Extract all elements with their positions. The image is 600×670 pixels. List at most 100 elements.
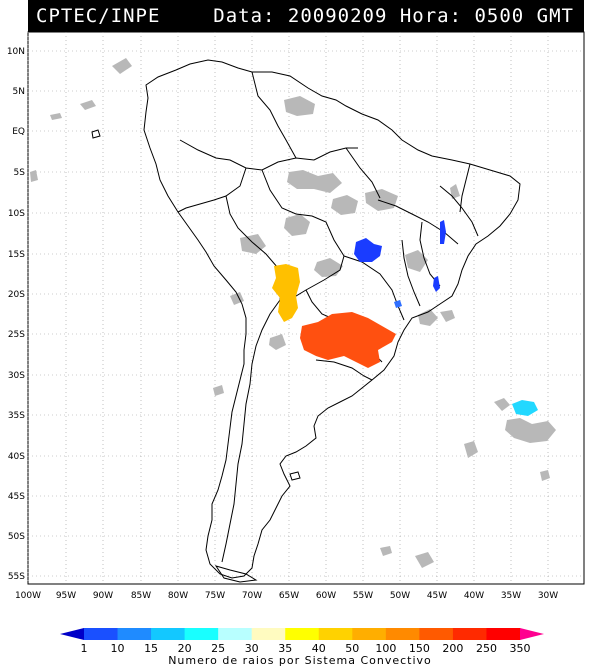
lon-label: 55W <box>353 591 373 601</box>
colorbar-label: 100 <box>375 642 396 655</box>
colorbar-label: 40 <box>312 642 326 655</box>
colorbar-swatch <box>218 628 253 640</box>
lat-label: 55S <box>8 572 25 582</box>
colorbar-label: 150 <box>409 642 430 655</box>
longitude-labels: 100W 95W 90W 85W 80W 75W 70W 65W 60W 55W 50W 45W 40W… <box>15 591 558 601</box>
lat-label: 40S <box>8 452 25 462</box>
country-border <box>345 147 381 199</box>
colorbar-swatch <box>385 628 420 640</box>
lon-label: 45W <box>427 591 447 601</box>
colorbar-label: 200 <box>442 642 463 655</box>
cluster-atlantic <box>512 400 538 416</box>
country-border <box>401 239 421 307</box>
colorbar-swatch <box>184 628 219 640</box>
datetime-label: Data: 20090209 Hora: 0500 GMT <box>213 5 574 27</box>
cluster-sp-coast <box>394 300 402 308</box>
cluster-bolivia <box>272 264 300 322</box>
country-border <box>377 199 459 245</box>
lat-label: 20S <box>8 290 25 300</box>
lat-label: 10N <box>7 47 25 57</box>
colorbar-label: 250 <box>476 642 497 655</box>
colorbar-label: 25 <box>211 642 225 655</box>
colorbar-title: Numero de raios por Sistema Convectivo <box>168 654 432 667</box>
lon-label: 90W <box>93 591 113 601</box>
colorbar-label: 50 <box>345 642 359 655</box>
cloud-area <box>331 195 358 215</box>
cluster-paraguay-south-brazil <box>300 312 396 368</box>
cloud-area <box>284 214 310 236</box>
cluster-east-brazil-b <box>433 276 440 292</box>
colorbar-arrow-right <box>520 628 544 640</box>
cluster-east-brazil-a <box>440 220 446 244</box>
lon-label: 80W <box>168 591 188 601</box>
country-border <box>459 163 471 213</box>
lon-label: 75W <box>205 591 225 601</box>
colorbar-label: 1 <box>81 642 88 655</box>
colorbar-arrow-left <box>60 628 84 640</box>
lon-label: 40W <box>464 591 484 601</box>
colorbar-swatch <box>84 628 119 640</box>
cloud-area <box>365 189 398 211</box>
south-america-coast <box>143 59 521 579</box>
cloud-area <box>213 385 224 396</box>
lat-label: 30S <box>8 371 25 381</box>
colorbar-label: 10 <box>111 642 125 655</box>
country-border <box>177 167 247 213</box>
colorbar-label: 15 <box>144 642 158 655</box>
lat-label: 50S <box>8 532 25 542</box>
lat-label: 45S <box>8 492 25 502</box>
colorbar-label: 20 <box>178 642 192 655</box>
colorbar-swatch <box>117 628 152 640</box>
colorbar-label: 30 <box>245 642 259 655</box>
colorbar-label: 35 <box>278 642 292 655</box>
lon-label: 100W <box>15 591 41 601</box>
lat-label: 35S <box>8 411 25 421</box>
cloud-area <box>284 96 315 116</box>
island <box>91 129 101 139</box>
convective-systems <box>272 220 538 416</box>
cloud-area <box>415 552 434 568</box>
lat-label: 10S <box>8 209 25 219</box>
country-border <box>343 255 405 321</box>
cloud-area <box>418 309 438 326</box>
cluster-central-brazil <box>354 238 382 262</box>
lon-label: 95W <box>56 591 76 601</box>
lat-label: EQ <box>12 127 25 137</box>
colorbar-labels: 1 10 15 20 25 30 35 40 50 100 150 200 250 350 <box>81 642 531 655</box>
map-frame <box>27 31 585 585</box>
colorbar-swatch <box>251 628 286 640</box>
colorbar-swatch <box>452 628 487 640</box>
latitude-labels: 10N 5N EQ 5S 10S 15S 20S 25S 30S 35S 40S 45S 50S 55S <box>7 47 25 582</box>
country-border <box>315 359 373 381</box>
cloud-area <box>450 184 460 199</box>
country-border <box>251 71 297 159</box>
colorbar-swatch <box>285 628 320 640</box>
lat-label: 5S <box>14 168 26 178</box>
colorbar <box>60 628 544 640</box>
lon-label: 65W <box>279 591 299 601</box>
lat-label: 5N <box>13 87 25 97</box>
cloud-area <box>287 170 342 193</box>
tierra-del-fuego <box>214 565 258 583</box>
country-border <box>221 299 281 563</box>
country-border <box>179 139 358 171</box>
lat-label: 25S <box>8 330 25 340</box>
cloud-area <box>50 113 62 120</box>
cloud-area <box>80 100 96 110</box>
title-bar: CPTEC/INPE Data: 20090209 Hora: 0500 GMT <box>28 0 584 32</box>
lon-label: 70W <box>242 591 262 601</box>
colorbar-swatch <box>486 628 521 640</box>
cloud-area <box>30 170 38 182</box>
colorbar-swatch <box>151 628 186 640</box>
cloud-area <box>505 418 556 443</box>
lon-label: 50W <box>390 591 410 601</box>
colorbar-label: 350 <box>510 642 531 655</box>
colorbar-swatch <box>419 628 454 640</box>
source-label: CPTEC/INPE <box>36 5 161 27</box>
cloud-area <box>540 470 550 481</box>
cloud-area <box>380 546 392 556</box>
lon-label: 35W <box>501 591 521 601</box>
cloud-area <box>464 441 478 458</box>
colorbar-swatch <box>318 628 353 640</box>
